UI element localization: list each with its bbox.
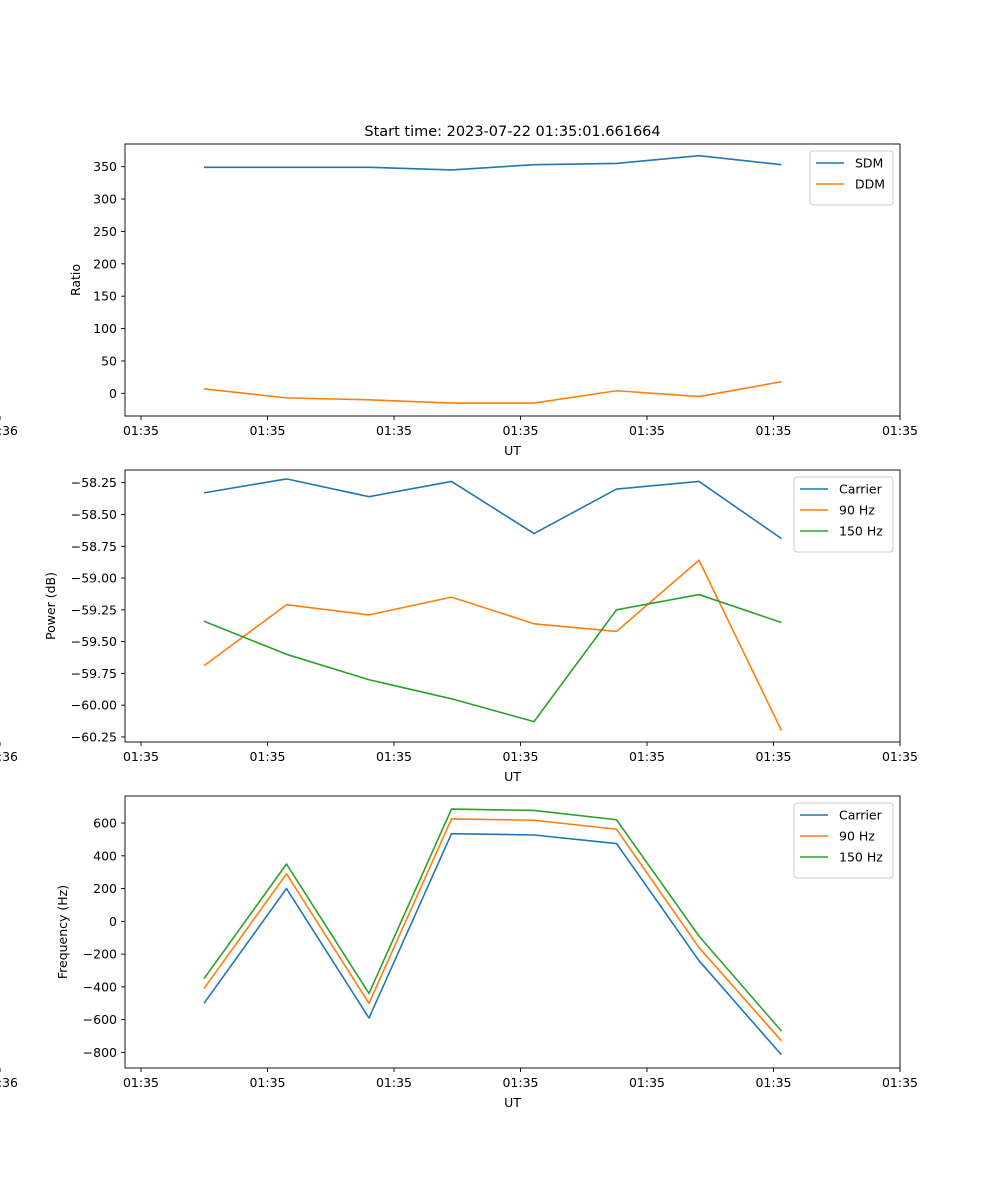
y-tick-label: 350 xyxy=(93,159,117,174)
series-line-carrier xyxy=(203,832,783,1056)
x-tick-label: 01:36 xyxy=(0,423,18,438)
y-axis-label: Power (dB) xyxy=(43,572,58,640)
legend-box xyxy=(793,476,894,553)
y-tick-label: −58.75 xyxy=(71,539,117,554)
legend-label: Carrier xyxy=(839,482,883,497)
x-tick-label: 01:35 xyxy=(376,749,412,764)
x-tick-label: 01:35 xyxy=(376,423,412,438)
x-tick-label: 01:35 xyxy=(249,749,285,764)
y-tick-label: 0 xyxy=(109,386,117,401)
legend-label: 150 Hz xyxy=(839,850,883,865)
legend-label: DDM xyxy=(855,177,885,192)
x-tick-label: 01:35 xyxy=(755,749,791,764)
y-tick-label: 0 xyxy=(109,914,117,929)
x-tick-label: 01:35 xyxy=(629,1075,665,1090)
series-line-carrier xyxy=(203,478,782,540)
y-axis-label: Ratio xyxy=(68,264,83,296)
plot-frame xyxy=(124,795,901,1069)
y-tick-label: 600 xyxy=(93,816,117,831)
x-tick-label: 01:35 xyxy=(249,1075,285,1090)
x-tick-label: 01:35 xyxy=(882,1075,918,1090)
series-line-sdm xyxy=(204,154,782,171)
x-axis-label: UT xyxy=(504,1095,521,1110)
y-tick-label: 150 xyxy=(93,289,117,304)
x-tick-label: 01:36 xyxy=(0,749,18,764)
x-tick-label: 01:35 xyxy=(123,749,159,764)
y-tick-label: −60.00 xyxy=(71,698,117,713)
y-tick-label: −60.25 xyxy=(71,729,117,744)
y-tick-label: −800 xyxy=(83,1045,117,1060)
legend-label: 90 Hz xyxy=(839,829,875,844)
x-tick-label: 01:35 xyxy=(502,423,538,438)
x-tick-label: 01:35 xyxy=(755,423,791,438)
x-tick-label: 01:35 xyxy=(123,1075,159,1090)
legend: Carrier 90 Hz 150 Hz xyxy=(793,802,894,879)
series-line-150-hz xyxy=(203,808,783,1032)
y-axis-label: Frequency (Hz) xyxy=(55,885,70,979)
panel-1: 01:35 01:35 01:35 01:35 01:35 01:35 01:35 01:36… xyxy=(0,143,918,458)
legend-label: 150 Hz xyxy=(839,524,883,539)
x-axis-label: UT xyxy=(504,443,521,458)
x-tick-label: 01:36 xyxy=(0,1075,18,1090)
plot-frame xyxy=(124,469,901,743)
series-line-90-hz xyxy=(203,559,783,731)
x-tick-label: 01:35 xyxy=(502,749,538,764)
y-tick-label: −400 xyxy=(83,979,117,994)
y-tick-label: −600 xyxy=(83,1012,117,1027)
y-tick-label: 100 xyxy=(93,321,117,336)
legend-label: 90 Hz xyxy=(839,503,875,518)
x-tick-label: 01:35 xyxy=(629,749,665,764)
y-tick-label: −200 xyxy=(83,947,117,962)
x-tick-label: 01:35 xyxy=(882,423,918,438)
legend-box xyxy=(809,150,894,206)
y-tick-label: 200 xyxy=(93,881,117,896)
legend-box xyxy=(793,802,894,879)
y-tick-label: −58.25 xyxy=(71,475,117,490)
y-tick-label: −59.75 xyxy=(71,666,117,681)
x-tick-label: 01:35 xyxy=(123,423,159,438)
x-tick-label: 01:35 xyxy=(502,1075,538,1090)
panel-2: 01:35 01:35 01:35 01:35 01:35 01:35 01:35 01:36… xyxy=(0,469,918,784)
y-tick-label: 200 xyxy=(93,256,117,271)
x-tick-label: 01:35 xyxy=(755,1075,791,1090)
x-tick-label: 01:35 xyxy=(882,749,918,764)
x-axis-label: UT xyxy=(504,769,521,784)
y-tick-label: −59.50 xyxy=(71,634,117,649)
figure-title: Start time: 2023-07-22 01:35:01.661664 xyxy=(364,124,660,140)
panel-3: 01:35 01:35 01:35 01:35 01:35 01:35 01:35 01:36… xyxy=(0,795,918,1110)
y-tick-label: −59.00 xyxy=(71,571,117,586)
x-tick-label: 01:35 xyxy=(249,423,285,438)
plot-frame xyxy=(124,143,901,417)
x-tick-label: 01:35 xyxy=(629,423,665,438)
series-line-90-hz xyxy=(203,818,783,1042)
series-line-ddm xyxy=(203,380,782,404)
legend: SDM DDM xyxy=(809,150,894,206)
y-tick-label: −58.50 xyxy=(71,507,117,522)
y-tick-label: −59.25 xyxy=(71,602,117,617)
y-tick-label: 400 xyxy=(93,848,117,863)
y-tick-label: 50 xyxy=(101,353,117,368)
legend-label: Carrier xyxy=(839,808,883,823)
y-tick-label: 250 xyxy=(93,224,117,239)
y-tick-label: 300 xyxy=(93,192,117,207)
series-line-150-hz xyxy=(203,593,782,723)
legend: Carrier 90 Hz 150 Hz xyxy=(793,476,894,553)
legend-label: SDM xyxy=(855,156,883,171)
x-tick-label: 01:35 xyxy=(376,1075,412,1090)
